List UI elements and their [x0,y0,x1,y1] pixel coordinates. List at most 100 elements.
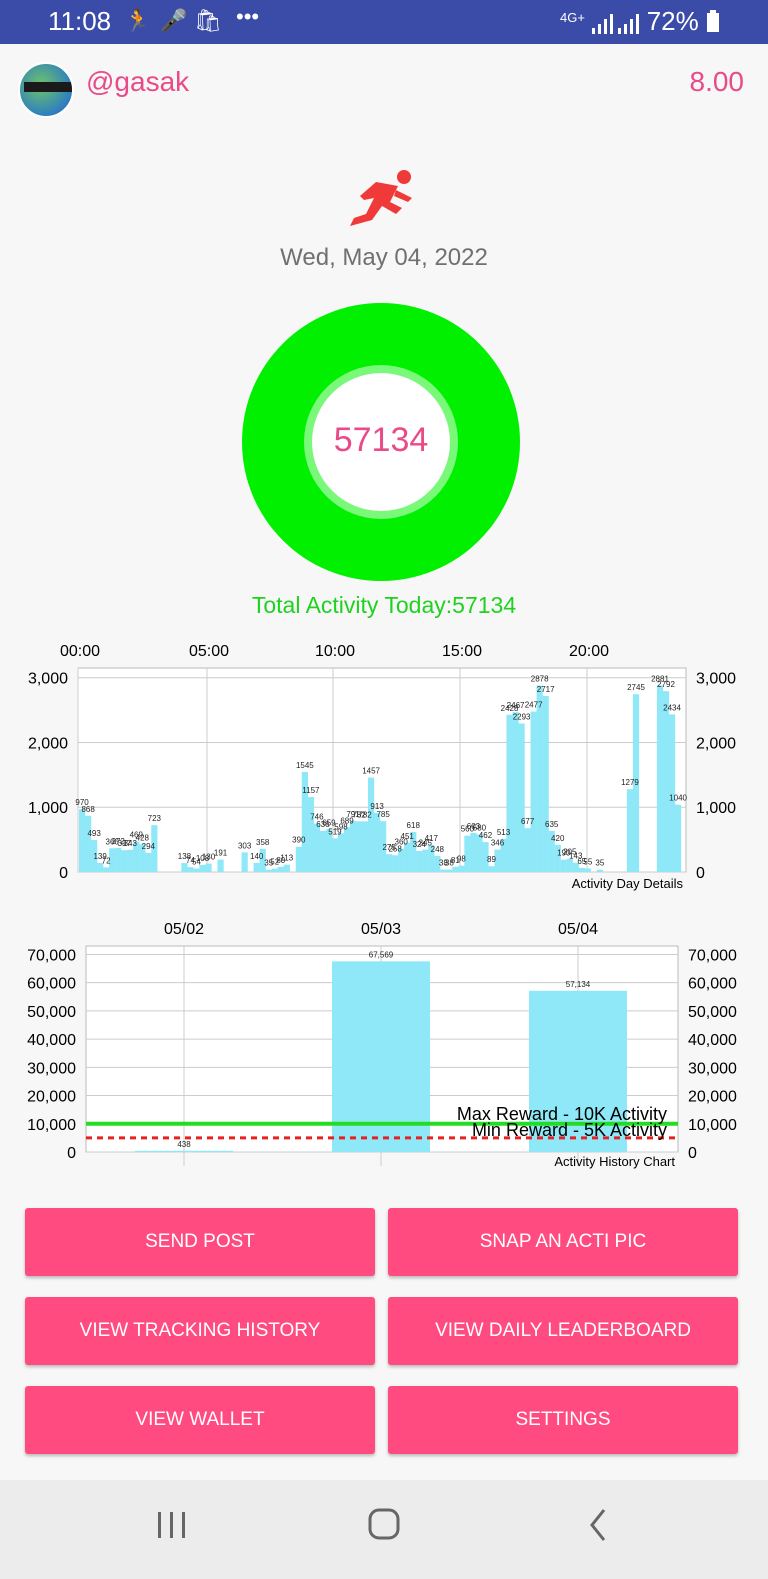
history-chart-y-tick-right: 20,000 [688,1089,737,1106]
day-chart-y-tick-right: 3,000 [696,671,736,688]
day-chart-bar-label: 2878 [531,675,549,684]
day-chart-title: Activity Day Details [572,876,684,891]
day-chart-bar-label: 113 [280,854,293,863]
view-wallet-button[interactable]: VIEW WALLET [25,1386,375,1454]
view-daily-leaderboard-button[interactable]: VIEW DAILY LEADERBOARD [388,1297,738,1365]
day-chart-bar [542,696,549,872]
battery-icon [707,10,719,32]
history-chart-y-tick-right: 50,000 [688,1004,737,1021]
history-chart-bar [332,961,430,1152]
day-chart-bar [536,685,543,872]
day-chart-bar [422,849,429,872]
day-chart-bar-label: 2745 [627,683,645,692]
day-chart-bar-label: 38 [445,859,454,868]
more-icon: ••• [236,4,260,29]
day-chart-bar [115,847,122,872]
day-chart-bar [500,838,507,872]
day-chart-bar-label: 2293 [513,713,531,722]
battery-text: 72% [646,6,699,36]
day-chart-bar-label: 108 [196,854,210,863]
runner-status-icon: 🏃 [124,8,152,33]
day-chart-bar-label: 294 [142,842,156,851]
day-chart-bar [626,789,634,872]
send-post-button[interactable]: SEND POST [25,1208,375,1276]
activity-ring: 57134 [242,303,520,581]
history-chart-y-tick-left: 70,000 [27,947,76,964]
balance: 8.00 [689,66,745,97]
day-chart-bar-label: 791 [346,810,360,819]
day-chart-bar [560,859,567,872]
day-chart-bar [91,840,98,872]
history-chart-y-tick-right: 40,000 [688,1032,737,1049]
day-chart-bar [572,862,579,872]
day-chart-bar-label: 513 [497,828,511,837]
history-chart-y-tick-right: 60,000 [688,976,737,993]
day-chart-bar-label: 1040 [669,794,687,803]
day-chart-bar-label: 2467 [507,701,525,710]
day-chart-bar [253,862,260,872]
history-chart-x-tick: 05/04 [558,921,598,938]
day-chart-bar-label: 2881 [651,674,669,683]
history-chart-y-tick-left: 30,000 [27,1060,76,1077]
day-chart-bar-label: 2792 [657,680,675,689]
username[interactable]: @gasak [86,66,190,97]
day-chart-bar [530,711,537,872]
day-chart-bar-label: 35 [264,859,273,868]
day-chart-bar [85,815,92,872]
day-chart-bar-label: 462 [479,831,493,840]
day-chart-bar [199,865,206,872]
day-chart-bar [410,831,417,872]
day-chart-bar [482,842,489,872]
day-chart-bar [301,771,308,872]
day-chart-bar-label: 143 [569,852,583,861]
snap-pic-button[interactable]: SNAP AN ACTI PIC [388,1208,738,1276]
day-chart-bar [668,714,676,872]
day-chart-bar [259,848,266,872]
activity-count: 57134 [333,421,429,459]
day-chart-bar-label: 428 [136,833,150,842]
activity-history-chart: 438 67,569 57,134 Max Reward - 10K Activit… [27,921,737,1169]
day-chart-bar-label: 190 [557,849,571,858]
day-chart-bar [193,868,200,872]
day-chart-bar [416,851,423,872]
day-chart-bar [337,833,345,872]
day-chart-bar [470,832,477,872]
day-chart-bar [584,868,591,872]
day-chart-x-tick: 00:00 [60,643,100,660]
history-chart-y-tick-left: 40,000 [27,1032,76,1049]
community-logo-icon[interactable] [18,62,74,118]
day-chart-bar [506,714,513,872]
day-chart-bar-label: 1457 [362,767,380,776]
day-chart-bar-label: 469 [130,831,144,840]
home-icon[interactable] [366,1502,402,1548]
history-chart-bar-label: 438 [177,1140,191,1149]
day-chart-bar-label: 659 [322,818,336,827]
runner-icon [350,170,412,226]
day-chart-bar-label: 65 [577,857,586,866]
day-chart-bar-label: 1157 [302,786,320,795]
day-chart-bar [133,841,140,872]
shopping-bag-icon: 🛍 [194,8,222,33]
day-chart-bar-label: 205 [563,848,577,857]
day-chart-bar [331,838,339,872]
day-chart-bar [139,844,146,872]
day-chart-bar-label: 723 [148,814,162,823]
recent-apps-icon[interactable] [155,1502,189,1548]
settings-button[interactable]: SETTINGS [388,1386,738,1454]
status-bar: 11:08 🏃 🎤 🛍 ••• 4G+ 72% [0,0,768,44]
day-chart-bar-label: 98 [457,855,466,864]
day-chart-bar-label: 72 [102,856,111,865]
day-chart-bar [217,859,224,872]
day-chart-x-tick: 10:00 [315,643,355,660]
day-chart-bar [404,842,411,872]
history-chart-y-tick-left: 60,000 [27,976,76,993]
day-chart-bar-label: 324 [413,840,427,849]
day-chart-bar-label: 1545 [296,761,314,770]
day-chart-bar [205,863,212,872]
day-chart-bar-label: 636 [316,820,330,829]
view-tracking-history-button[interactable]: VIEW TRACKING HISTORY [25,1297,375,1365]
back-icon[interactable] [584,1502,614,1548]
day-chart-bar-label: 417 [425,834,439,843]
day-chart-bar [674,804,682,872]
day-chart-bar [307,797,314,872]
